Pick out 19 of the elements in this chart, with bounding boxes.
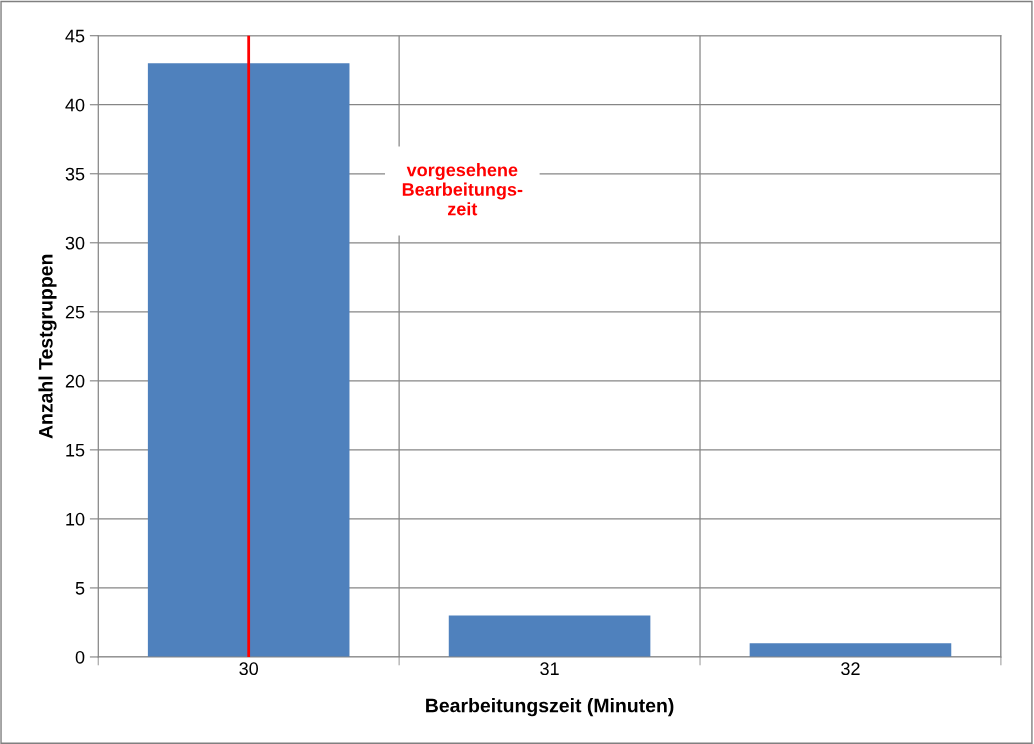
y-tick-label: 20 (65, 374, 85, 388)
y-axis-title: Anzahl Testgruppen (38, 254, 57, 439)
bar (749, 643, 952, 657)
y-tick-label: 45 (65, 29, 85, 43)
x-tick-label: 31 (540, 662, 559, 676)
x-axis-title: Bearbeitungszeit (Minuten) (426, 698, 674, 717)
x-tick-label: 32 (841, 662, 860, 676)
y-tick-label: 35 (65, 167, 85, 181)
ref-line-label: vorgesehene Bearbeitungs- zeit (402, 163, 523, 216)
y-tick-label: 10 (66, 512, 85, 526)
y-tick-label: 40 (65, 98, 85, 112)
bar (147, 63, 350, 657)
y-tick-label: 30 (65, 236, 85, 250)
bar (448, 615, 651, 657)
x-tick-label: 30 (239, 662, 259, 676)
y-tick-label: 25 (65, 305, 85, 319)
y-tick-label: 15 (66, 443, 85, 457)
y-tick-label: 5 (75, 582, 85, 595)
y-tick-label: 0 (75, 650, 85, 664)
